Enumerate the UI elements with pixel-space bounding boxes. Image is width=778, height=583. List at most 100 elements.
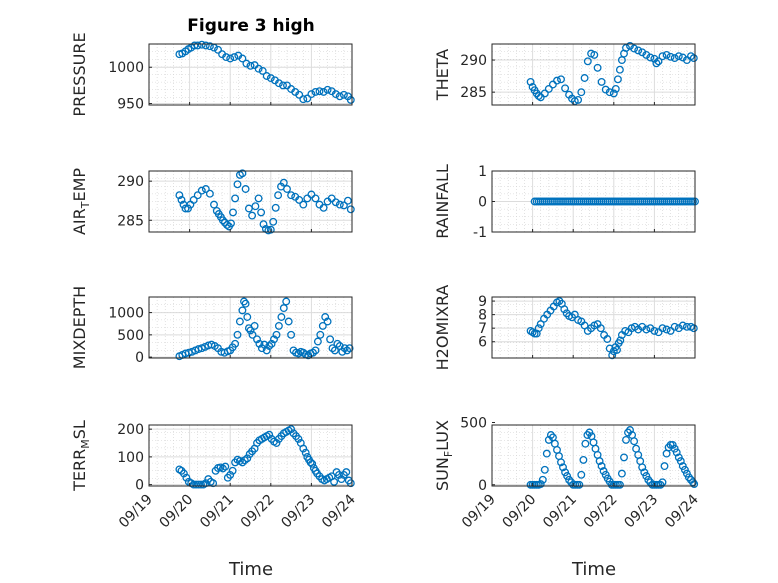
data-point <box>331 198 340 207</box>
data-point <box>190 41 199 50</box>
y-tick-label: 285 <box>117 213 144 229</box>
data-point <box>313 337 322 346</box>
x-tick-label: 09/21 <box>197 492 237 532</box>
data-point <box>279 304 288 313</box>
data-point <box>346 95 355 104</box>
x-axis-label-right: Time <box>571 559 616 580</box>
y-axis-label: TERRMSL <box>70 420 92 492</box>
data-point <box>284 317 293 326</box>
x-axis-label-left: Time <box>228 559 273 580</box>
data-point <box>277 313 286 321</box>
data-point <box>294 434 303 443</box>
data-point <box>241 299 250 308</box>
data-point <box>616 336 625 345</box>
data-point <box>262 346 271 355</box>
data-point <box>544 84 553 93</box>
data-point <box>251 202 260 211</box>
data-point <box>299 95 308 104</box>
data-point <box>577 88 586 97</box>
data-point <box>630 44 639 53</box>
data-point <box>246 61 255 70</box>
data-point <box>330 477 339 486</box>
y-tick-label: 1 <box>478 164 487 180</box>
data-point <box>642 325 651 334</box>
data-point <box>254 64 263 73</box>
data-point <box>658 324 667 333</box>
data-point <box>241 185 250 193</box>
data-point <box>238 54 247 63</box>
data-point <box>345 344 354 353</box>
data-point <box>238 169 247 178</box>
data-point <box>303 194 312 203</box>
data-point <box>271 203 280 212</box>
data-point <box>193 41 202 50</box>
data-point <box>689 54 698 63</box>
data-point <box>622 435 630 444</box>
data-point <box>676 457 685 466</box>
x-tick-label: 09/22 <box>238 492 278 532</box>
data-point <box>548 80 557 89</box>
subplot-rainfall: -1 0 1 RAINFALL <box>433 164 699 241</box>
data-point <box>559 463 567 472</box>
data-point <box>221 462 230 471</box>
data-point <box>343 196 352 205</box>
data-point <box>328 344 337 353</box>
axes-frame <box>491 170 696 233</box>
data-point <box>308 459 317 468</box>
data-point <box>287 191 296 200</box>
data-point <box>265 430 274 439</box>
data-point <box>654 57 663 66</box>
data-point <box>184 204 192 213</box>
data-point <box>265 342 274 350</box>
data-point <box>182 473 191 482</box>
data-point <box>674 52 683 61</box>
data-point <box>580 74 589 82</box>
data-point <box>283 185 291 193</box>
data-point <box>654 328 663 337</box>
data-point <box>228 466 237 475</box>
data-point <box>227 219 235 228</box>
data-point <box>299 200 308 209</box>
data-point <box>536 93 545 102</box>
data-point <box>258 66 267 75</box>
x-tick-label: 09/22 <box>581 492 621 532</box>
data-point <box>189 480 198 489</box>
data-point <box>689 324 698 333</box>
data-point <box>605 88 614 97</box>
data-point <box>690 480 699 489</box>
data-point <box>662 325 671 334</box>
y-axis-label: THETA <box>433 49 452 101</box>
data-point <box>536 480 545 489</box>
data-point <box>319 87 328 96</box>
data-point <box>248 330 257 339</box>
data-point <box>560 305 569 314</box>
y-tick-label: 9 <box>478 294 487 310</box>
data-point <box>682 56 691 65</box>
subplot-air-temp: 285 290 AIRTEMP <box>70 168 355 235</box>
data-point <box>201 479 210 488</box>
data-point <box>540 465 549 474</box>
data-point <box>662 50 671 59</box>
data-point <box>626 426 634 434</box>
x-tick-label: 09/20 <box>157 492 197 532</box>
data-point <box>175 191 184 200</box>
data-point <box>295 195 304 204</box>
data-point <box>323 317 332 326</box>
data-point <box>343 346 352 355</box>
data-point <box>339 90 348 99</box>
data-point <box>658 52 667 61</box>
data-point <box>238 458 247 467</box>
data-point <box>201 185 210 193</box>
data-point <box>528 328 537 337</box>
data-point <box>597 77 606 86</box>
data-point <box>274 79 283 88</box>
data-point <box>630 437 639 446</box>
data-point <box>222 53 231 62</box>
data-point <box>546 431 555 439</box>
data-point <box>544 435 553 444</box>
data-point <box>593 63 602 72</box>
y-tick-label: 8 <box>478 308 487 324</box>
data-point <box>542 449 551 458</box>
data-point <box>254 194 263 203</box>
